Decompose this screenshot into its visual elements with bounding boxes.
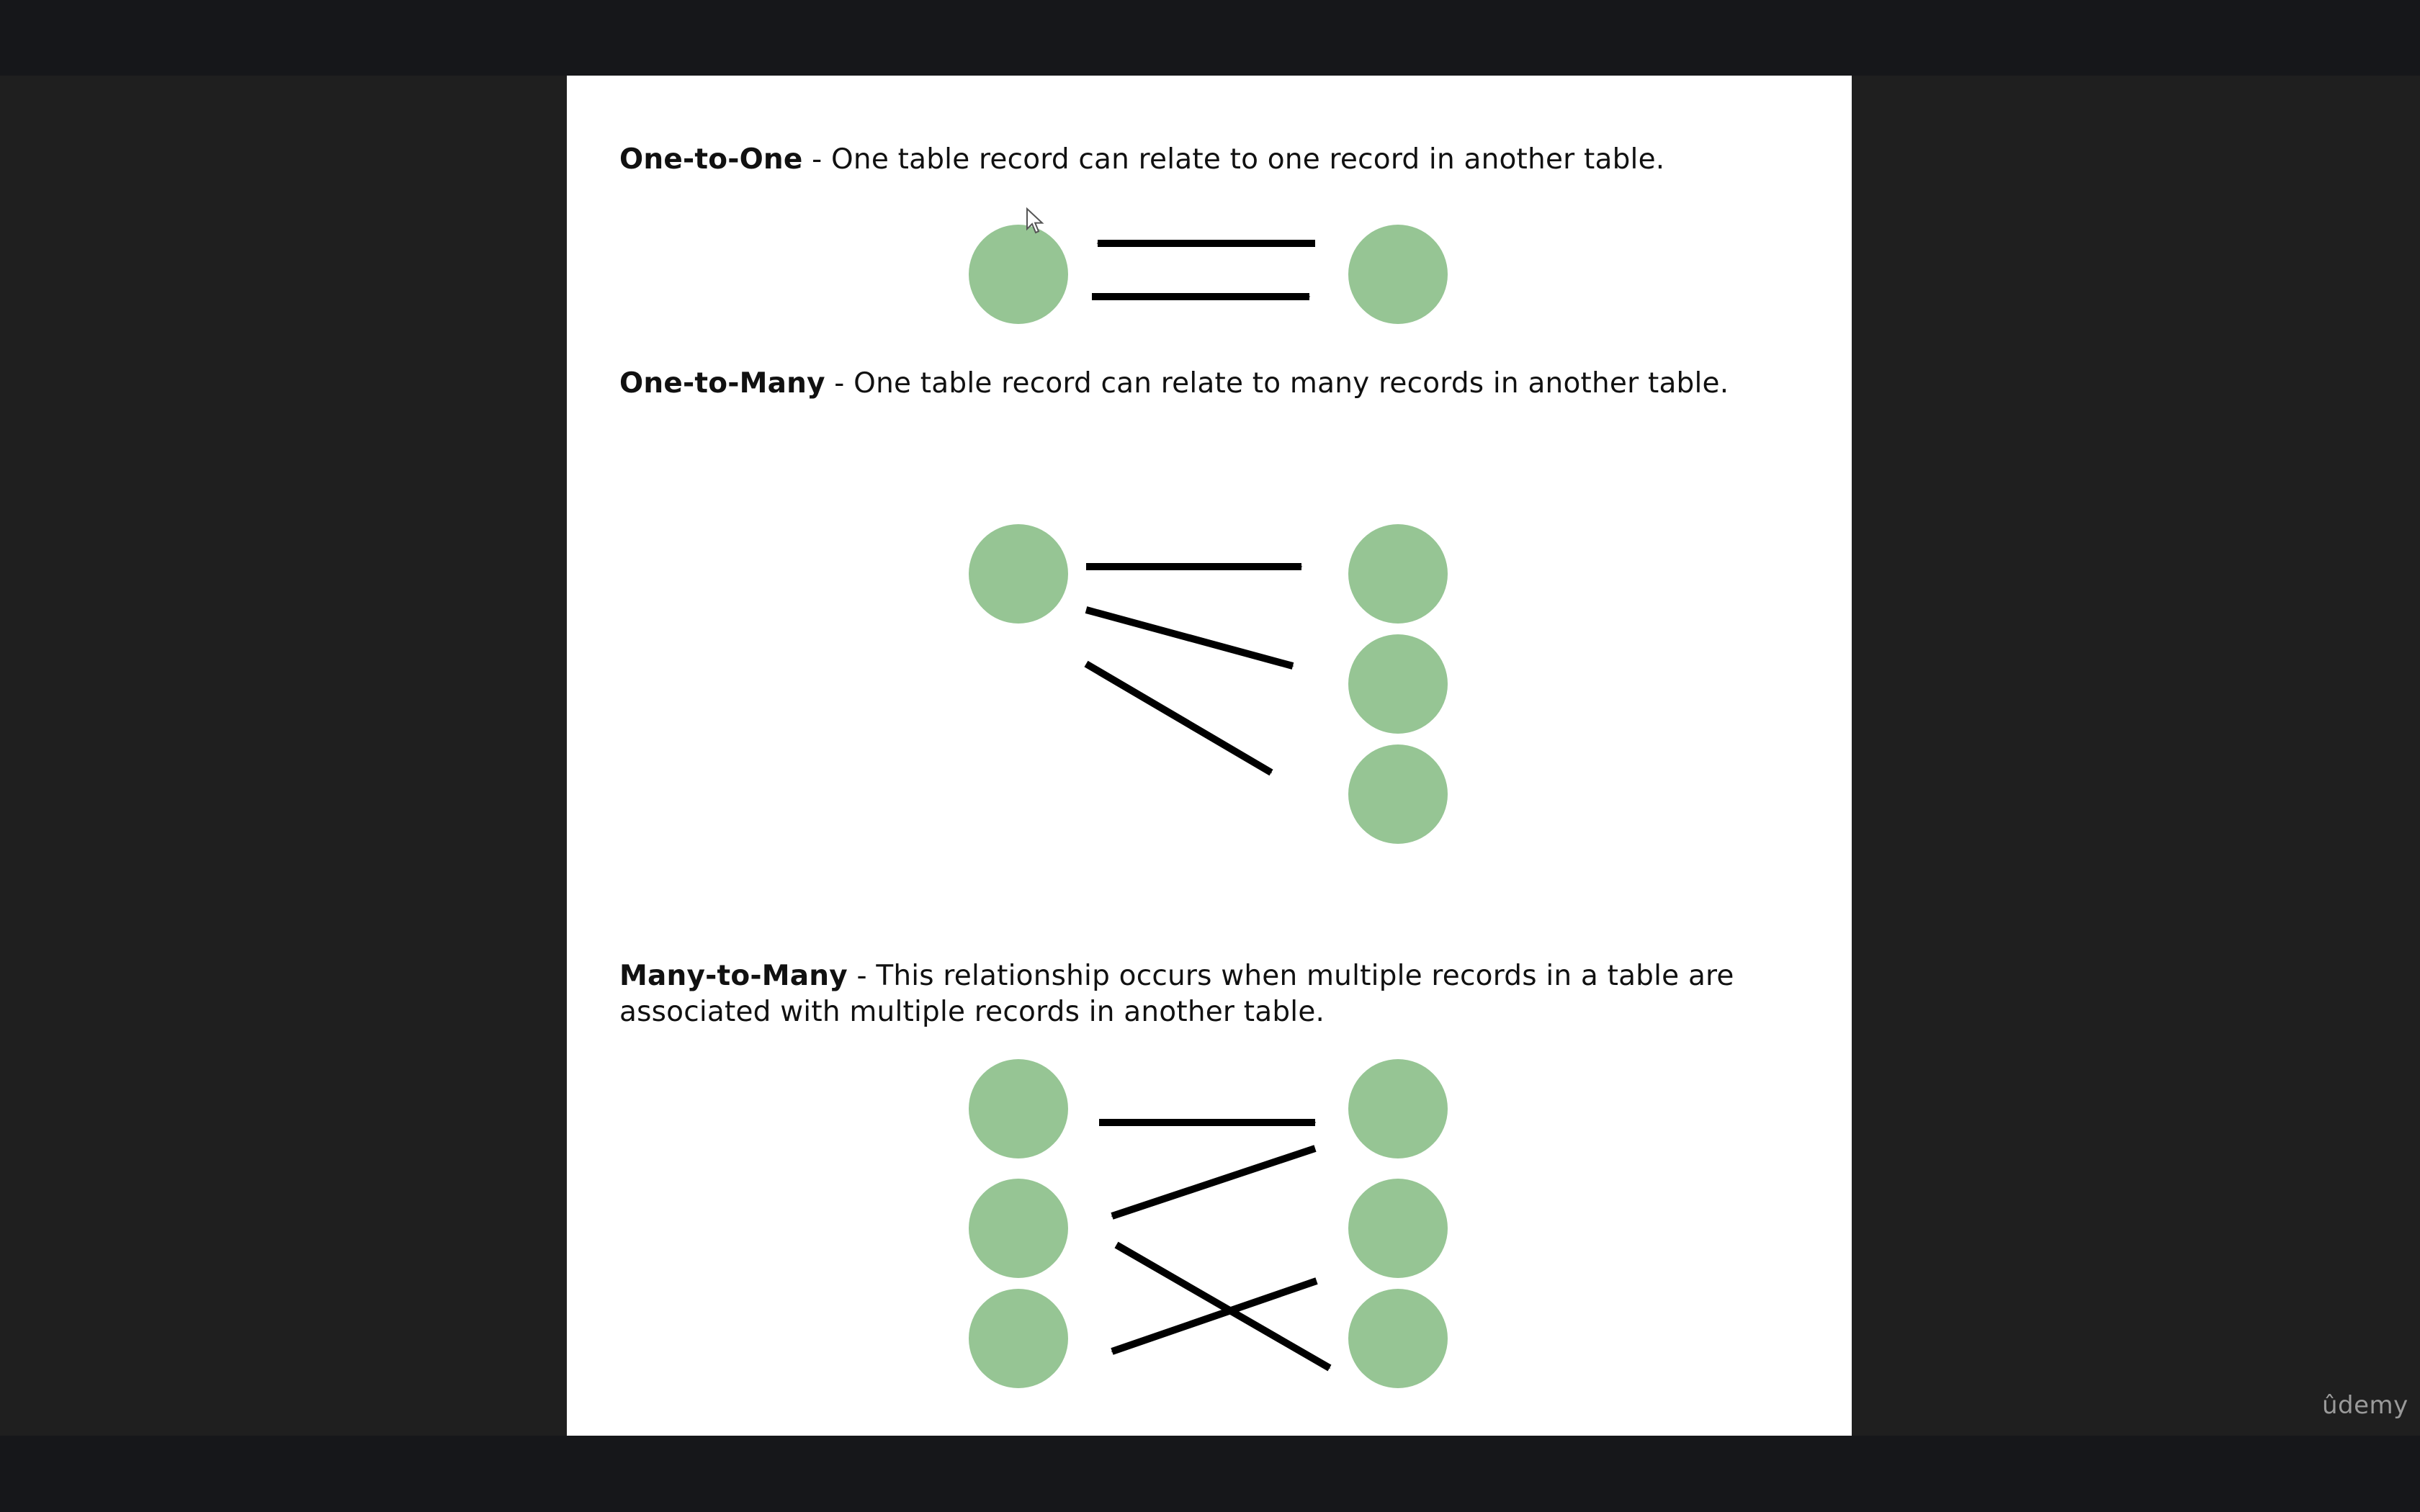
one-to-many-caption: One-to-Many - One table record can relat… — [619, 366, 1729, 402]
many-to-many-arrow-2 — [1111, 1145, 1317, 1220]
one-to-many-term: One-to-Many — [619, 367, 825, 400]
one-to-many-definition: One table record can relate to many reco… — [853, 367, 1729, 400]
udemy-watermark: ûdemy — [2322, 1391, 2408, 1420]
many-to-many-arrow-4 — [1111, 1277, 1318, 1355]
one-to-one-left-node — [969, 225, 1068, 324]
many-to-many-line-2: associated with multiple records in anot… — [619, 996, 1325, 1028]
many-to-many-caption: Many-to-Many - This relationship occurs … — [619, 958, 1734, 1030]
one-to-many-left-node — [969, 524, 1068, 624]
one-to-many-arrow-3 — [1084, 660, 1273, 776]
one-to-one-caption: One-to-One - One table record can relate… — [619, 142, 1664, 178]
many-to-many-term: Many-to-Many — [619, 960, 848, 992]
many-to-many-right-node-2 — [1348, 1179, 1448, 1278]
many-to-many-separator: - — [847, 960, 877, 992]
mouse-pointer-icon — [1026, 207, 1044, 234]
many-to-many-left-node-2 — [969, 1179, 1068, 1278]
one-to-many-right-node-1 — [1348, 524, 1448, 624]
one-to-one-definition: One table record can relate to one recor… — [831, 143, 1665, 176]
one-to-many-separator: - — [825, 367, 854, 400]
one-to-one-right-node — [1348, 225, 1448, 324]
many-to-many-right-node-3 — [1348, 1289, 1448, 1388]
one-to-one-term: One-to-One — [619, 143, 803, 176]
one-to-one-diagram — [969, 225, 1448, 324]
one-to-many-diagram — [969, 524, 1448, 844]
many-to-many-diagram — [969, 1059, 1448, 1388]
many-to-many-definition-line-1: This relationship occurs when multiple r… — [876, 960, 1734, 992]
many-to-many-right-node-1 — [1348, 1059, 1448, 1158]
video-bottom-bar — [0, 1436, 2420, 1512]
many-to-many-line-1: Many-to-Many - This relationship occurs … — [619, 958, 1734, 994]
lecture-slide: One-to-One - One table record can relate… — [567, 76, 1852, 1436]
one-to-one-separator: - — [802, 143, 832, 176]
many-to-many-left-node-1 — [969, 1059, 1068, 1158]
one-to-many-arrow-2 — [1085, 606, 1294, 670]
many-to-many-arrow-3 — [1114, 1241, 1332, 1372]
many-to-many-left-node-3 — [969, 1289, 1068, 1388]
video-top-bar — [0, 0, 2420, 76]
one-to-many-right-node-3 — [1348, 744, 1448, 844]
one-to-many-right-node-2 — [1348, 634, 1448, 734]
relationship-diagrams — [969, 225, 1448, 1388]
